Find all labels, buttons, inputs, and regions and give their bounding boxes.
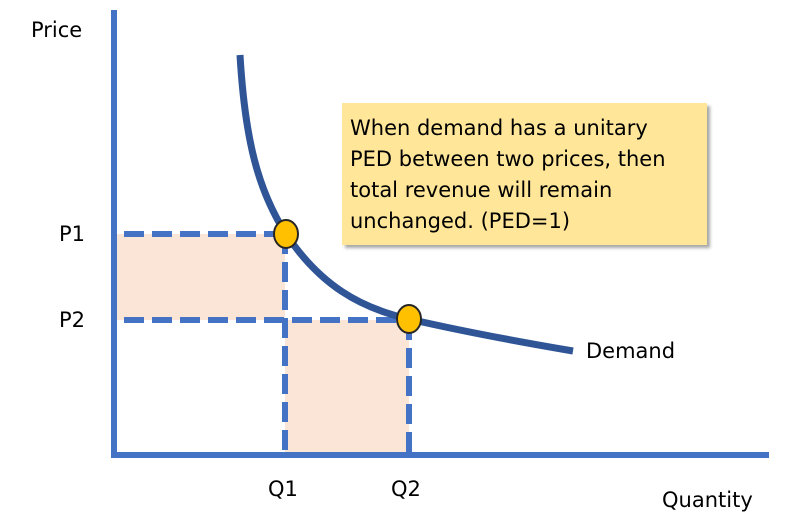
- shaded-area-p1-p2: [117, 234, 285, 320]
- note-line: When demand has a unitary: [350, 116, 648, 140]
- q2-tick-label: Q2: [391, 477, 421, 501]
- note-line: unchanged. (PED=1): [350, 209, 571, 233]
- shaded-area-q1-q2: [285, 320, 409, 455]
- point-b-marker: [396, 304, 422, 334]
- demand-curve: [236, 54, 574, 355]
- unitary-ped-note: When demand has a unitary PED between tw…: [342, 103, 707, 245]
- x-axis-label: Quantity: [662, 488, 753, 512]
- p2-tick-label: P2: [59, 308, 86, 332]
- demand-curve-label: Demand: [586, 339, 676, 363]
- point-a-marker: [273, 219, 299, 249]
- p1-tick-label: P1: [59, 222, 86, 246]
- note-line: PED between two prices, then: [350, 147, 666, 171]
- q1-tick-label: Q1: [268, 477, 298, 501]
- note-line: total revenue will remain: [350, 178, 613, 202]
- y-axis-label: Price: [31, 18, 83, 42]
